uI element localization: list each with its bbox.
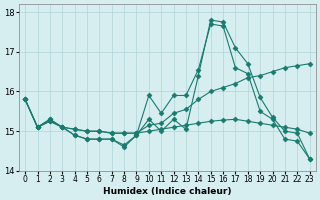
X-axis label: Humidex (Indice chaleur): Humidex (Indice chaleur)	[103, 187, 232, 196]
